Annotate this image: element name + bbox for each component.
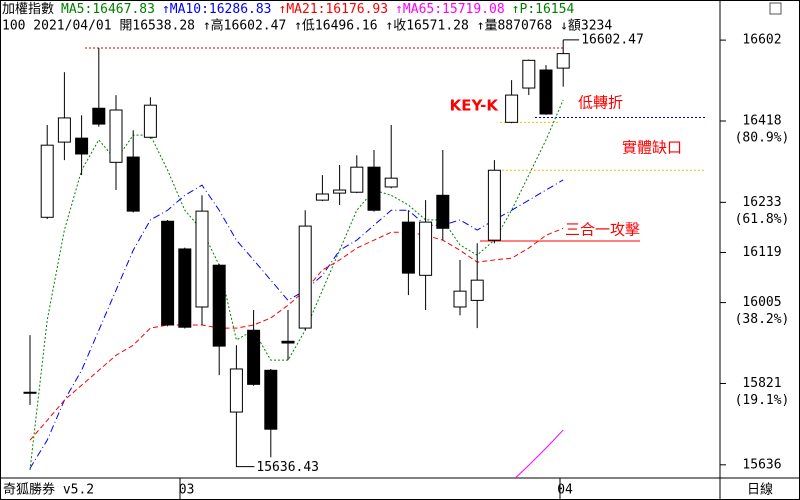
candle-body [522, 59, 536, 89]
candle-body [470, 279, 484, 301]
candle-body [419, 221, 433, 276]
x-tick-label: 04 [557, 483, 573, 498]
legend-item: ↑MA10:16286.83 [162, 2, 272, 17]
annotation: 三合一攻擊 [565, 221, 640, 239]
candle-body [57, 117, 71, 143]
candle-body [143, 104, 157, 138]
annotation: 低轉折 [578, 94, 623, 112]
candle-body [333, 189, 347, 194]
plot [23, 39, 705, 478]
y-tick-label: 16005 [742, 295, 781, 310]
annotation: 實體缺口 [622, 139, 682, 157]
moving-average [29, 227, 564, 441]
candle-body [315, 193, 329, 201]
candle-body [298, 225, 312, 329]
high-label: 16602.47 [581, 32, 644, 47]
candle-body [350, 166, 364, 193]
moving-average [29, 179, 564, 469]
candle-body [505, 94, 519, 123]
candle-body [264, 369, 278, 430]
candle-body [453, 290, 467, 308]
y-tick-note: (80.9%) [735, 131, 790, 146]
y-tick-label: 16119 [742, 245, 781, 260]
header-legend: 加權指數 MA5:16467.83 ↑MA10:16286.83 ↑MA21:1617… [2, 2, 574, 17]
y-tick-label: 15821 [742, 376, 781, 391]
y-tick-label: 16418 [742, 114, 781, 129]
candle-body [556, 53, 570, 69]
x-tick-label: 03 [179, 483, 195, 498]
candle-body [92, 107, 106, 125]
y-tick-label: 16602 [742, 33, 781, 48]
candle-body [384, 177, 398, 188]
candle-body [23, 391, 37, 394]
candle-body [212, 264, 226, 347]
candle-body [367, 166, 381, 211]
y-tick-label: 16233 [742, 195, 781, 210]
legend-item: MA5:16467.83 [61, 2, 155, 17]
legend-item: 加權指數 [2, 2, 54, 17]
period: 日線 [747, 482, 773, 498]
annotation: KEY-K [450, 97, 500, 115]
y-tick-note: (38.2%) [735, 312, 790, 327]
candle-body [401, 221, 415, 274]
brand: 奇狐勝券 v5.2 [3, 482, 94, 498]
legend-item: ↑MA65:15719.08 [395, 2, 505, 17]
header-quote: 100 2021/04/01 開16538.28 ↑高16602.47 ↑低16… [2, 18, 612, 34]
candle-body [75, 137, 89, 155]
window-icon[interactable] [769, 2, 782, 15]
y-tick-label: 15636 [742, 457, 781, 472]
candle-body [539, 69, 553, 115]
candle-body [40, 144, 54, 218]
legend-item: ↑P:16154 [512, 2, 575, 17]
candle-body [195, 210, 209, 308]
leader [235, 464, 255, 468]
candle-body [229, 368, 243, 413]
legend-item: ↑MA21:16176.93 [279, 2, 389, 17]
candle-body [247, 329, 261, 385]
candle-body [281, 340, 295, 344]
y-tick-note: (19.1%) [735, 393, 790, 408]
moving-average [514, 429, 564, 478]
y-tick-note: (61.8%) [735, 212, 790, 227]
candle-body [436, 194, 450, 229]
candle-body [109, 109, 123, 163]
candle-body [178, 248, 192, 328]
low-label: 15636.43 [256, 460, 319, 475]
candle-body [126, 156, 140, 212]
candle-body [487, 169, 501, 241]
candle-body [161, 220, 175, 326]
